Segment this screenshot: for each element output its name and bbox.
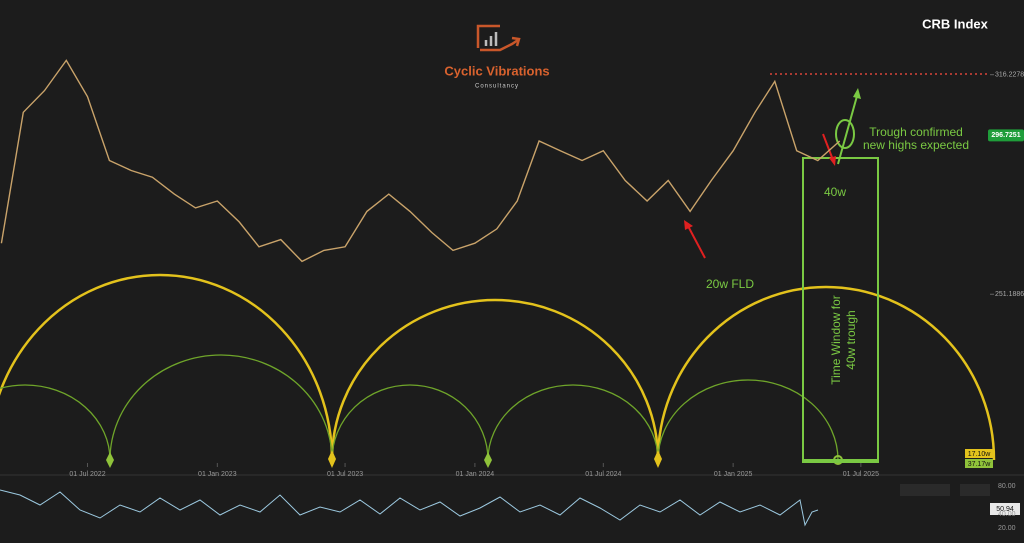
trough-circle [835,119,855,149]
annotation-group: Time Window for 40w trough [829,295,858,385]
logo-title: Cyclic Vibrations [444,63,549,78]
x-tick-label: 01 Jan 2023 [198,471,237,478]
annotation: new highs expected [863,138,969,152]
logo-arrow-head [511,36,521,47]
oscillator-line [0,489,819,527]
arrow [822,133,834,161]
cycle-arc [657,379,839,461]
x-tick-label: 01 Jul 2024 [585,471,621,478]
panel-box [960,484,990,496]
arrow-head [684,220,693,230]
cycle-arc [656,285,996,461]
annotation: 40w trough [844,310,858,369]
panel-box [900,484,950,496]
cycle-label: 17.10w [968,451,992,458]
cycle-label: 37.17w [968,461,992,468]
cycle-arc [0,273,334,461]
osc-tick-label: 80.00 [998,483,1016,490]
cycle-arc [487,384,659,461]
y-tick-label: 251.1886 [995,291,1024,298]
logo-frame [476,24,500,48]
trough-markers [106,450,843,468]
annotation: 20w FLD [706,277,754,291]
arrow-head [829,156,836,166]
cycle-label-box [965,449,993,458]
x-tick-label: 01 Jan 2025 [714,471,753,478]
x-tick-label: 01 Jul 2022 [69,471,105,478]
chart-title: CRB Index [922,16,989,31]
osc-value-box [990,503,1020,515]
x-tick-label: 01 Jul 2023 [327,471,363,478]
logo-arrow [480,38,519,52]
logo-subtitle: Consultancy [475,84,519,90]
trough-marker [328,450,336,468]
cycle-arc [331,384,489,461]
y-tick-label: 316.2278 [995,72,1024,79]
cycle-label-box [965,459,993,468]
osc-tick-label: 20.00 [998,525,1016,532]
price-line [0,59,841,263]
osc-value: 50.94 [996,506,1014,513]
cycle-arcs [0,273,996,461]
arrow [837,95,858,165]
x-tick-label: 01 Jul 2025 [843,471,879,478]
cycle-arc [330,298,660,461]
annotation: Time Window for [829,295,843,385]
trough-marker [106,452,114,468]
annotation: 40w [824,185,846,199]
x-tick-label: 01 Jan 2024 [456,471,495,478]
last-price-tag [988,129,1024,142]
arrow [687,225,706,259]
logo [476,24,521,52]
osc-tick-label: 40.00 [998,511,1016,518]
cycle-arc [109,354,333,461]
trough-marker [654,450,662,468]
annotation: Trough confirmed [869,125,963,139]
trough-marker [484,452,492,468]
arrow-head [853,88,861,99]
last-price-label: 296.7251 [991,132,1020,139]
cycle-arc [0,384,111,461]
